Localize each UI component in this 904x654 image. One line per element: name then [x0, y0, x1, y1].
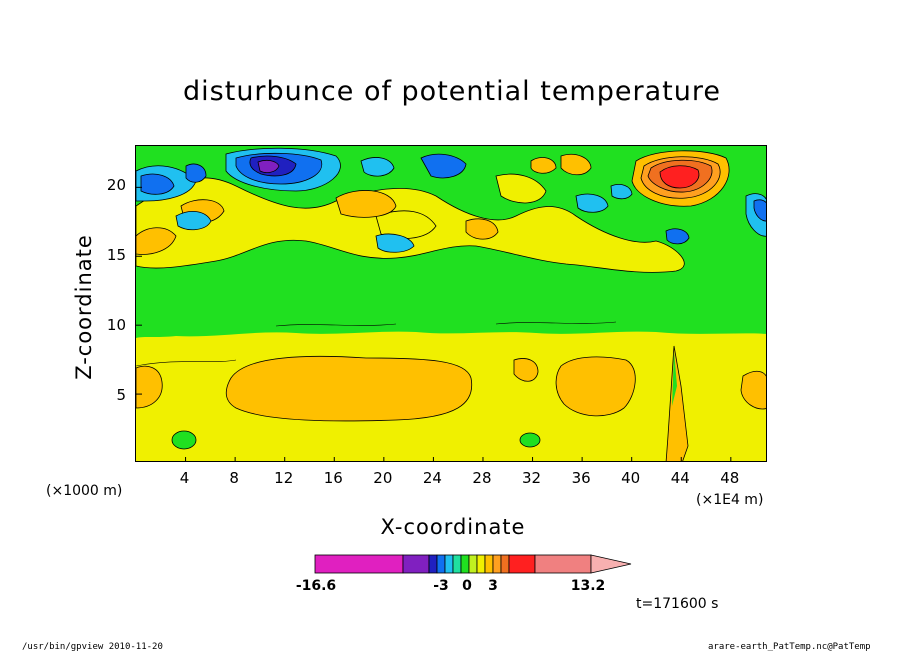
x-tick-label: 36: [571, 469, 591, 487]
time-label: t=171600 s: [636, 596, 719, 612]
fine-contours: [136, 321, 617, 367]
colorbar-segment: [534, 554, 592, 574]
region-warm-blob: [225, 355, 473, 422]
colorbar-segment: [452, 554, 462, 574]
x-axis-label: X-coordinate: [380, 515, 526, 539]
colorbar-tick-label: -3: [433, 578, 449, 594]
x-tick-label: 32: [522, 469, 542, 487]
colorbar-segment: [402, 554, 430, 574]
footer-right: arare-earth_PatTemp.nc@PatTemp: [708, 642, 871, 652]
colorbar-segment: [484, 554, 494, 574]
x-tick-label: 8: [229, 469, 239, 487]
y-tick-label: 10: [106, 316, 126, 334]
region-warm-blob: [136, 365, 163, 409]
colorbar-segment: [428, 554, 438, 574]
region-warm-blob: [513, 358, 539, 382]
colorbar-tick-label: 13.2: [570, 578, 606, 594]
colorbar-segment: [444, 554, 454, 574]
x-tick-label: 48: [720, 469, 740, 487]
x-tick-label: 16: [323, 469, 343, 487]
chart-title: disturbunce of potential temperature: [183, 76, 721, 107]
footer-left: /usr/bin/gpview 2010-11-20: [22, 642, 163, 652]
colorbar: [314, 554, 632, 574]
region-neutral-blob: [519, 432, 541, 448]
x-tick-label: 44: [670, 469, 690, 487]
colorbar-segment: [492, 554, 502, 574]
y-unit-label: (×1000 m): [46, 483, 123, 499]
y-tick-label: 5: [116, 386, 126, 404]
colorbar-tick-label: 3: [488, 578, 498, 594]
region-neutral-blob: [171, 430, 197, 450]
x-unit-label: (×1E4 m): [696, 492, 764, 508]
colorbar-segment: [500, 554, 510, 574]
colorbar-segment: [314, 554, 404, 574]
upper-turbulence: [136, 147, 766, 273]
x-tick-label: 20: [373, 469, 393, 487]
colorbar-segment: [436, 554, 446, 574]
x-tick-label: 12: [274, 469, 294, 487]
colorbar-segment: [508, 554, 536, 574]
y-tick-label: 15: [106, 246, 126, 264]
contour-field: [136, 146, 766, 461]
x-tick-label: 4: [179, 469, 190, 487]
x-tick-label: 28: [472, 469, 492, 487]
colorbar-extend-arrow: [590, 554, 632, 574]
colorbar-segment: [476, 554, 486, 574]
region-spike: [665, 345, 689, 461]
plot-area: [135, 145, 767, 462]
region-warm-blob: [740, 370, 766, 410]
colorbar-tick-label: -16.6: [295, 578, 337, 594]
x-tick-label: 40: [621, 469, 641, 487]
region-spike: [672, 351, 677, 406]
y-tick-label: 20: [106, 176, 126, 194]
x-tick-label: 24: [422, 469, 442, 487]
colorbar-tick-label: 0: [462, 578, 472, 594]
colorbar-segment: [468, 554, 478, 574]
colorbar-segment: [460, 554, 470, 574]
region-warm-blob: [555, 356, 636, 417]
